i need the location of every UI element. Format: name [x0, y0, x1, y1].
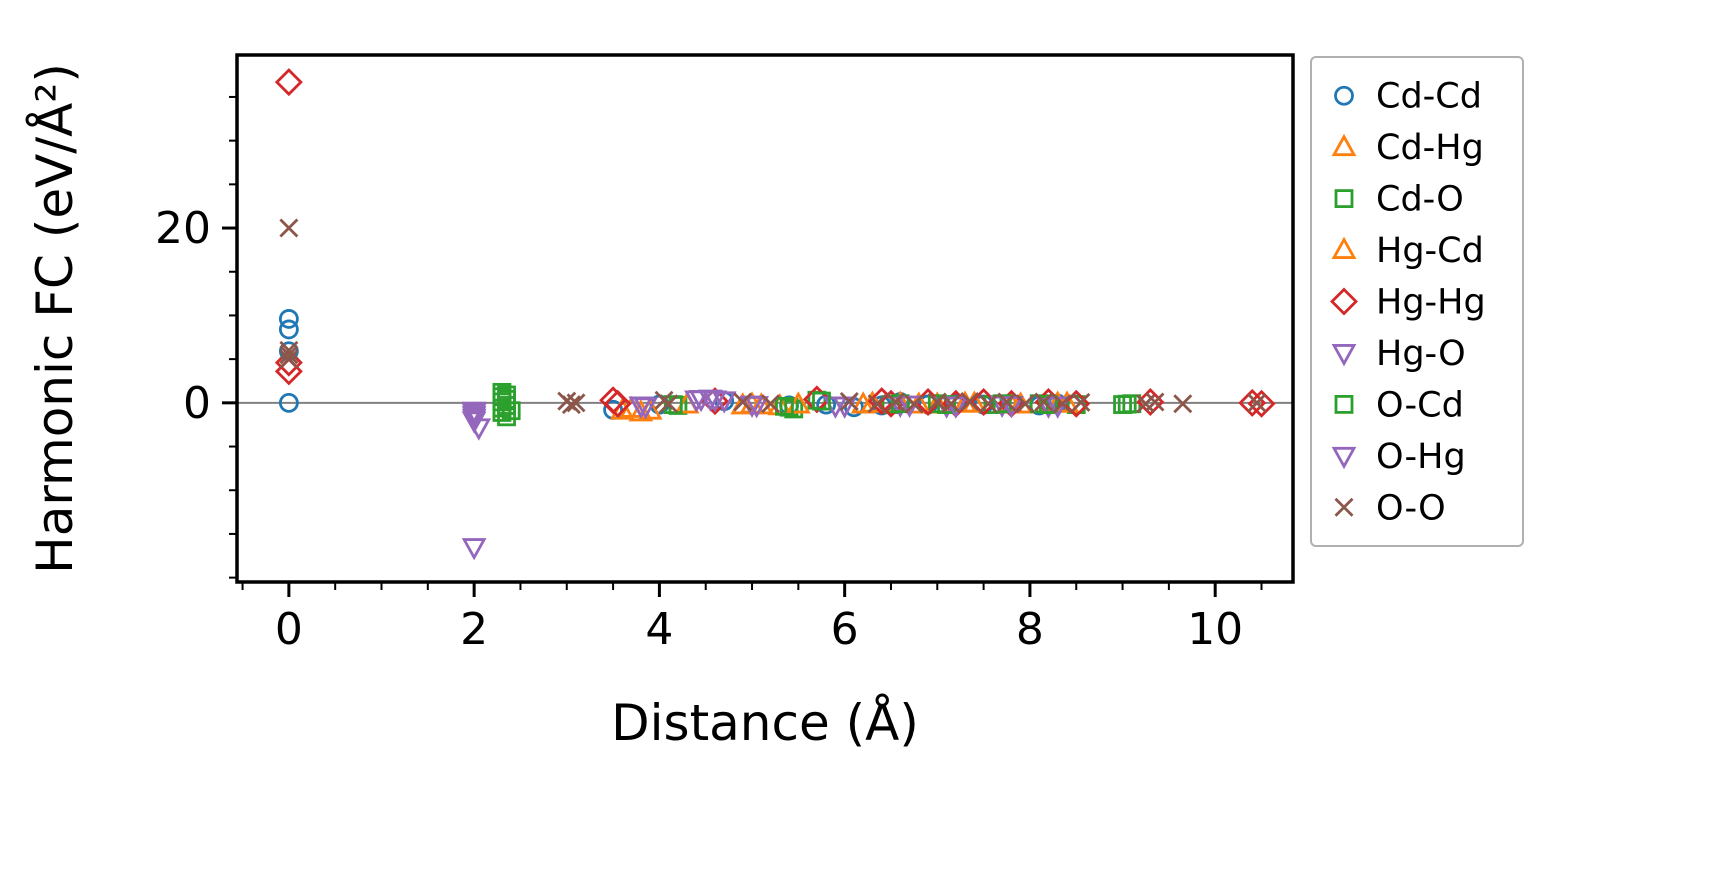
- marker-triangle-down: [461, 538, 487, 561]
- marker-x: [1173, 394, 1193, 414]
- x-tick-label: 2: [460, 604, 488, 655]
- marker-triangle-down: [461, 408, 487, 432]
- marker-square: [497, 396, 516, 415]
- marker-triangle-down: [1331, 446, 1357, 470]
- series-hg-hg: [274, 68, 1276, 418]
- series-hg-o: [461, 389, 1061, 561]
- legend-label: O-Hg: [1376, 437, 1466, 477]
- marker-square: [663, 395, 683, 414]
- series-o-o: [279, 218, 1267, 415]
- legend-item: Hg-O: [1331, 334, 1466, 374]
- marker-x: [941, 394, 961, 414]
- marker-x: [1334, 497, 1354, 517]
- legend-label: Cd-Hg: [1376, 128, 1484, 168]
- legend-label: Hg-O: [1376, 334, 1466, 374]
- marker-x: [279, 345, 299, 365]
- marker-diamond: [603, 389, 632, 418]
- marker-circle: [278, 309, 299, 329]
- marker-x: [561, 395, 581, 415]
- x-tick-label: 0: [275, 604, 303, 655]
- legend: Cd-Cd Cd-Hg Cd-O Hg-Cd Hg-Hg Hg-O O-Cd O-Hg O-O: [1310, 56, 1524, 547]
- marker-diamond: [802, 385, 831, 414]
- marker-x: [1052, 394, 1072, 414]
- marker-triangle-down: [461, 403, 487, 426]
- marker-square: [1334, 394, 1354, 414]
- legend-label: Cd-Cd: [1376, 77, 1482, 117]
- plot-frame: [235, 53, 1295, 584]
- marker-triangle-down: [633, 397, 658, 420]
- x-tick-label: 6: [831, 604, 859, 655]
- marker-diamond: [1330, 287, 1358, 316]
- marker-circle: [1334, 85, 1354, 106]
- marker-x: [279, 349, 299, 369]
- marker-triangle-down: [1331, 344, 1357, 367]
- marker-x: [279, 218, 299, 238]
- marker-x: [978, 394, 998, 414]
- legend-item: Cd-Hg: [1331, 128, 1484, 168]
- marker-triangle-up: [1331, 133, 1357, 157]
- legend-label: O-O: [1376, 488, 1446, 528]
- legend-label: Hg-Cd: [1376, 231, 1484, 271]
- marker-triangle-up: [748, 392, 774, 415]
- marker-x: [1145, 392, 1165, 412]
- marker-triangle-up: [1331, 236, 1357, 259]
- marker-x: [960, 392, 980, 412]
- marker-x: [1071, 392, 1091, 412]
- marker-x: [886, 392, 906, 412]
- marker-x: [733, 392, 753, 412]
- marker-diamond: [274, 68, 303, 97]
- marker-triangle-down: [688, 390, 714, 413]
- marker-square: [812, 391, 831, 411]
- marker-square: [775, 396, 794, 416]
- marker-circle: [278, 392, 299, 413]
- marker-x: [839, 392, 859, 412]
- marker-x: [1034, 392, 1054, 412]
- x-tick-label: 4: [645, 604, 673, 655]
- x-tick-label: 8: [1016, 604, 1044, 655]
- marker-square: [1117, 394, 1137, 414]
- legend-item: O-Hg: [1331, 437, 1466, 477]
- legend-item: O-Cd: [1334, 385, 1464, 425]
- legend-item: O-O: [1334, 488, 1446, 528]
- marker-square: [1334, 189, 1354, 209]
- y-axis-label: Harmonic FC (eV/Å²): [26, 63, 84, 574]
- marker-x: [997, 392, 1017, 412]
- marker-x: [867, 394, 887, 414]
- x-tick-label: 10: [1187, 604, 1243, 655]
- marker-circle: [278, 319, 299, 340]
- y-tick-label: 20: [155, 203, 211, 254]
- marker-x: [659, 394, 679, 414]
- marker-triangle-down: [744, 396, 770, 419]
- marker-x: [279, 340, 299, 360]
- legend-item: Hg-Cd: [1331, 231, 1484, 271]
- marker-x: [566, 393, 586, 413]
- legend-label: Cd-O: [1376, 180, 1464, 220]
- x-axis-label: Distance (Å): [611, 694, 919, 752]
- legend-box: [1310, 56, 1524, 547]
- marker-x: [1247, 393, 1267, 413]
- marker-square: [497, 407, 516, 427]
- legend-label: Hg-Hg: [1376, 283, 1486, 323]
- marker-triangle-up: [628, 399, 654, 422]
- legend-item: Hg-Hg: [1330, 283, 1486, 323]
- marker-x: [761, 394, 781, 414]
- marker-x: [1015, 394, 1035, 414]
- legend-label: O-Cd: [1376, 385, 1464, 425]
- marker-x: [904, 394, 924, 414]
- legend-item: Cd-Cd: [1334, 77, 1482, 117]
- y-tick-label: 0: [183, 378, 211, 429]
- legend-item: Cd-O: [1334, 180, 1464, 220]
- marker-square: [501, 401, 521, 421]
- marker-triangle-down: [702, 390, 728, 413]
